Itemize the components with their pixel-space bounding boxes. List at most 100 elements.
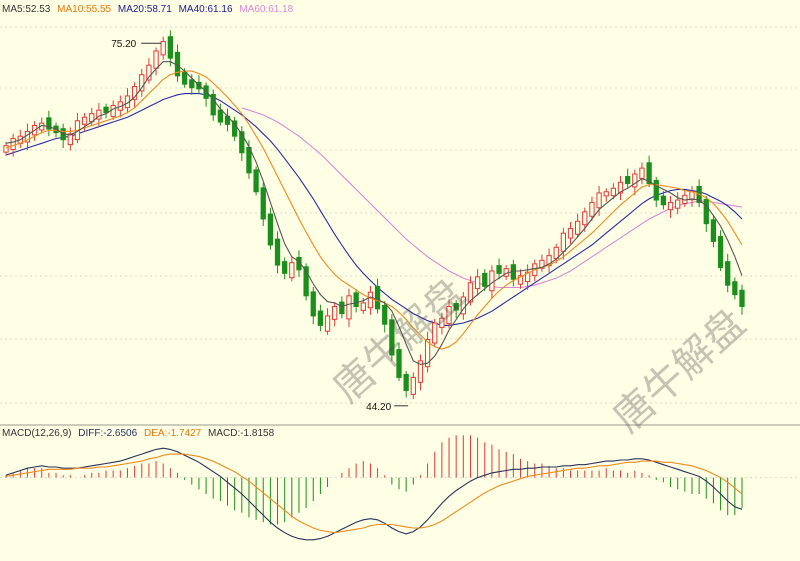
candle-body: [432, 322, 438, 344]
price-annotations: 75.20 44.20: [111, 39, 409, 413]
candle-body: [289, 262, 295, 279]
candle-body: [589, 201, 595, 217]
candle-body: [81, 116, 88, 125]
candle-body: [675, 199, 681, 209]
ma20-series: [5, 93, 743, 326]
ma10-label: MA10:55.55: [57, 4, 112, 15]
candle-body: [524, 271, 531, 283]
candle-body: [539, 259, 545, 269]
dea-label: DEA:-1.7427: [143, 428, 202, 439]
candle-body: [110, 104, 116, 117]
candle-body: [181, 71, 188, 85]
candle-body: [253, 169, 259, 193]
candle-body: [703, 198, 709, 225]
candle-body: [96, 109, 102, 120]
candle-body: [653, 180, 659, 201]
candle-body: [346, 295, 352, 320]
candle-body: [632, 173, 638, 188]
candle-body: [3, 145, 9, 153]
candle-body: [710, 219, 717, 242]
candle-body: [146, 64, 152, 81]
ma60-series: [241, 107, 743, 289]
candle-body: [725, 261, 731, 286]
candle-body: [310, 291, 316, 317]
candle-body: [417, 360, 424, 383]
candle-body: [389, 319, 395, 356]
macd-histogram: [5, 435, 743, 525]
candle-body: [732, 281, 738, 296]
candle-body: [67, 133, 73, 146]
candle-body: [496, 265, 502, 274]
high-label: 75.20: [111, 39, 136, 50]
candle-body: [474, 276, 481, 290]
candle-body: [167, 36, 173, 59]
candle-body: [153, 50, 159, 69]
candle-body: [317, 310, 324, 326]
ma10-line: [5, 70, 743, 350]
candle-body: [610, 187, 617, 197]
macd-legend: MACD(12,26,9) DIFF:-2.6506 DEA:-1.7427 M…: [2, 428, 278, 440]
candle-body: [410, 376, 416, 395]
candle-body: [460, 296, 466, 315]
candle-body: [575, 220, 581, 235]
candle-body: [324, 315, 331, 332]
low-label: 44.20: [366, 402, 391, 413]
candle-body: [646, 162, 652, 184]
candle-body: [660, 195, 667, 206]
candle-body: [239, 131, 245, 154]
candle-body: [103, 106, 109, 114]
ma-legend: MA5:52.53 MA10:55.55 MA20:58.71 MA40:61.…: [2, 4, 297, 16]
candle-body: [617, 181, 624, 194]
candle-body: [303, 266, 309, 297]
candle-body: [603, 191, 609, 197]
ma20-label: MA20:58.71: [117, 4, 172, 15]
candle-body: [139, 74, 145, 92]
candle-body: [396, 349, 402, 378]
candle-body: [553, 246, 559, 260]
candle-body: [282, 261, 288, 274]
ma10-series: [5, 70, 743, 350]
candle-body: [360, 302, 366, 311]
candle-body: [274, 238, 281, 266]
candle-body: [367, 291, 374, 309]
dea-line: [5, 453, 743, 534]
ma20-line: [5, 93, 743, 326]
ma5-line: [5, 61, 743, 365]
candle-body: [353, 292, 359, 307]
candle-body: [339, 301, 345, 315]
candle-body: [482, 272, 488, 287]
candle-body: [739, 289, 745, 307]
candle-body: [582, 211, 588, 226]
candle-body: [567, 227, 574, 239]
macd-lines: [5, 447, 743, 541]
candlestick-series: [3, 30, 745, 400]
candle-body: [10, 138, 16, 151]
candle-body: [639, 167, 645, 179]
candle-body: [160, 41, 166, 56]
ma60-line: [241, 107, 743, 289]
candle-body: [232, 120, 238, 137]
candle-body: [131, 86, 138, 100]
candle-body: [217, 109, 224, 123]
candle-body: [260, 187, 266, 220]
candle-body: [46, 117, 52, 130]
candle-body: [210, 93, 216, 116]
candle-body: [446, 305, 452, 325]
candle-body: [439, 317, 445, 328]
candle-body: [717, 236, 724, 268]
candle-body: [382, 304, 388, 325]
candle-body: [374, 285, 381, 310]
candle-body: [453, 303, 459, 311]
candle-body: [667, 201, 674, 211]
grid-lines: [0, 26, 800, 479]
diff-label: DIFF:-2.6506: [78, 428, 138, 439]
ma5-label: MA5:52.53: [2, 4, 51, 15]
candle-body: [203, 85, 209, 99]
candle-body: [424, 339, 431, 368]
candle-body: [267, 213, 274, 246]
candle-body: [489, 270, 495, 292]
candle-body: [467, 282, 474, 303]
candle-body: [189, 79, 195, 89]
